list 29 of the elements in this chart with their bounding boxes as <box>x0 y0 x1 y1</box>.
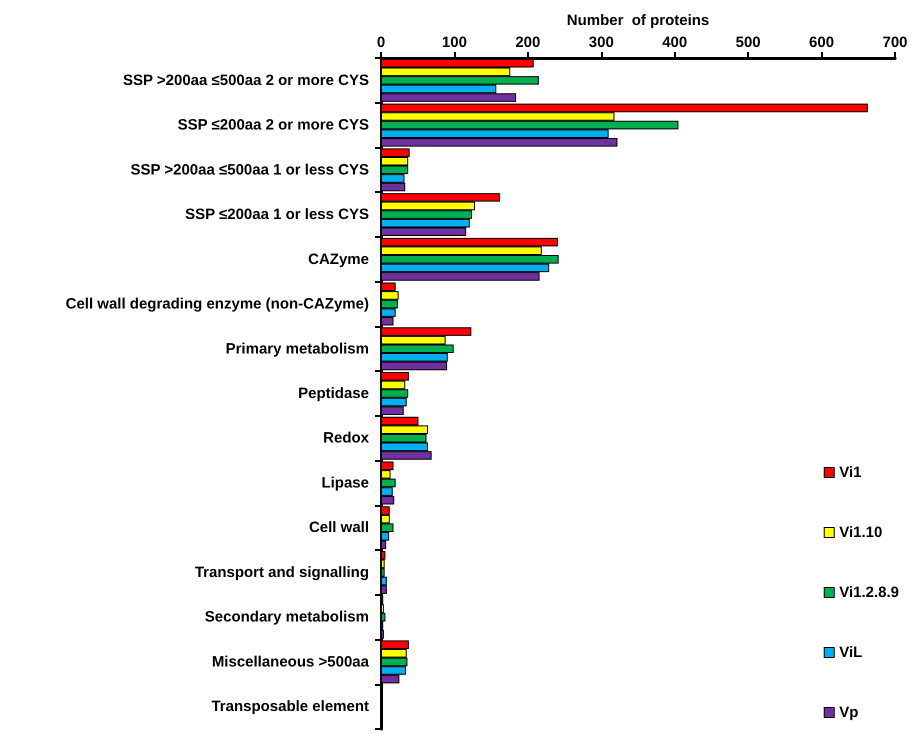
legend-label: Vp <box>839 704 858 721</box>
y-tick-label: Primary metabolism <box>226 340 369 358</box>
y-tick-label: Lipase <box>321 474 369 492</box>
x-axis-title: Number of proteins <box>566 12 710 29</box>
y-tick-label: SSP ≤200aa 1 or less CYS <box>185 206 369 224</box>
x-tick-label: 0 <box>376 34 386 51</box>
y-tick-label: Miscellaneous >500aa <box>212 653 370 670</box>
y-tick-label: Secondary metabolism <box>204 608 369 626</box>
legend-label: Vi1 <box>839 464 862 481</box>
y-tick-label: Peptidase <box>298 385 369 402</box>
x-tick-label: 100 <box>442 34 467 51</box>
y-tick-label: Redox <box>323 430 370 447</box>
legend-label: ViL <box>839 644 862 661</box>
y-tick-label: Transposable element <box>211 698 369 716</box>
y-tick-label: Cell wall degrading enzyme (non-CAZyme) <box>66 296 369 313</box>
x-tick-label: 200 <box>515 34 540 51</box>
y-tick-label: Transport and signalling <box>194 564 369 581</box>
legend-label: Vi1.2.8.9 <box>839 584 900 601</box>
x-tick-label: 400 <box>662 34 688 51</box>
y-tick-label: SSP >200aa ≤500aa 1 or less CYS <box>130 161 369 178</box>
x-tick-label: 300 <box>588 34 614 51</box>
y-tick-label: Cell wall <box>308 519 369 536</box>
x-tick-label: 500 <box>736 34 761 51</box>
x-tick-label: 700 <box>882 34 908 51</box>
legend-label: Vi1.10 <box>839 524 882 541</box>
x-tick-label: 600 <box>809 34 834 51</box>
y-tick-label: SSP ≤200aa 2 or more CYS <box>178 116 369 134</box>
y-tick-label: SSP >200aa ≤500aa 2 or more CYS <box>122 72 369 89</box>
y-tick-label: CAZyme <box>308 250 369 268</box>
